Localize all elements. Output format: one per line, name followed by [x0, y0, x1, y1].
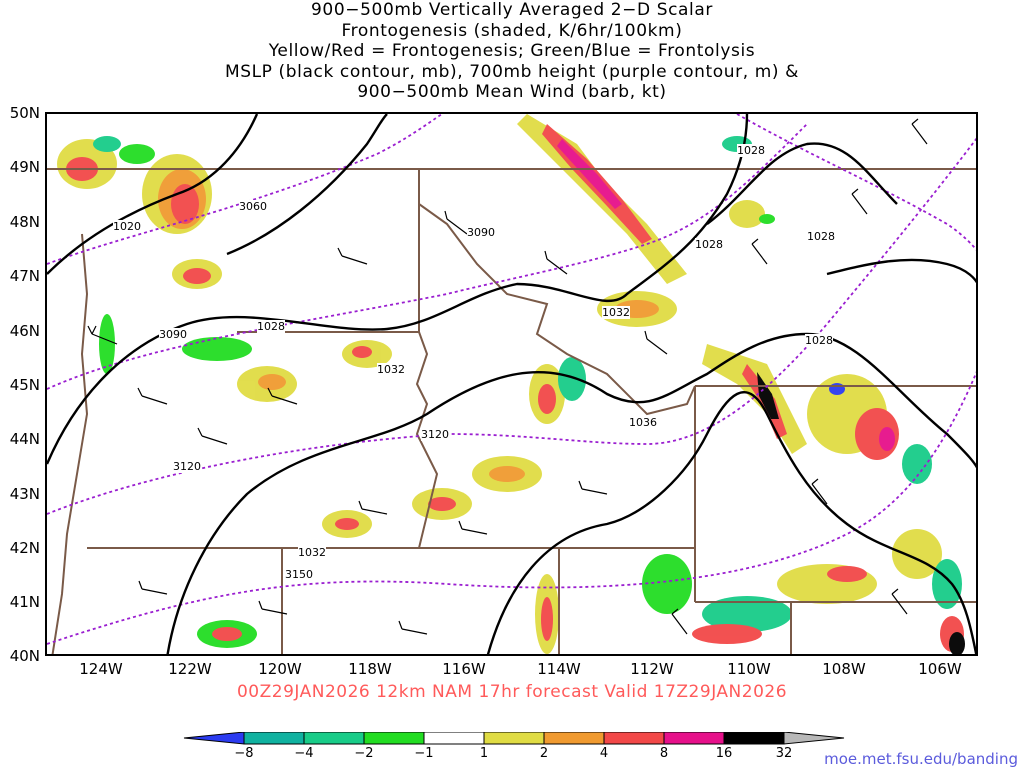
mslp-label: 1028 [257, 320, 285, 333]
colorbar-swatch-4 [363, 732, 425, 745]
map-canvas [47, 114, 976, 654]
colorbar-swatch-7 [543, 732, 605, 745]
lat-label-48n: 48N [9, 213, 40, 231]
lat-label-45n: 45N [9, 376, 40, 394]
lat-label-50n: 50N [9, 104, 40, 122]
colorbar-swatch-2 [243, 732, 305, 745]
source-url[interactable]: moe.met.fsu.edu/banding [824, 750, 1018, 768]
height-label: 3150 [285, 568, 313, 581]
title-line-1: 900−500mb Vertically Averaged 2−D Scalar [311, 0, 713, 20]
lon-label-112w: 112W [630, 660, 674, 678]
map-panel: 1020 1028 1028 1028 1028 1028 1032 1032 … [45, 112, 978, 656]
lat-label-41n: 41N [9, 593, 40, 611]
colorbar-label: 2 [539, 746, 549, 761]
lat-label-46n: 46N [9, 322, 40, 340]
mslp-label: 1020 [113, 220, 141, 233]
height-label: 3120 [421, 428, 449, 441]
mslp-label: 1032 [298, 546, 326, 559]
lon-label-124w: 124W [79, 660, 123, 678]
lat-label-44n: 44N [9, 430, 40, 448]
height-contours [47, 114, 976, 645]
colorbar-label: −1 [414, 746, 434, 761]
forecast-valid-line: 00Z29JAN2026 12km NAM 17hr forecast Vali… [236, 682, 788, 702]
colorbar-label: 32 [775, 746, 793, 761]
colorbar-swatch-11 [783, 732, 845, 745]
colorbar-label: −4 [294, 746, 314, 761]
title-line-5: 900−500mb Mean Wind (barb, kt) [357, 82, 667, 102]
map-title: 900−500mb Vertically Averaged 2−D Scalar… [0, 0, 1024, 103]
height-label: 3060 [239, 200, 267, 213]
frontogenesis-shading [57, 114, 965, 654]
lon-label-120w: 120W [258, 660, 302, 678]
height-label: 3090 [159, 328, 187, 341]
mslp-label: 1028 [695, 238, 723, 251]
colorbar-label: −8 [234, 746, 254, 761]
lon-label-108w: 108W [822, 660, 866, 678]
colorbar-swatch-9 [663, 732, 725, 745]
mslp-label: 1032 [377, 363, 405, 376]
colorbar [183, 732, 845, 745]
height-label: 3090 [467, 226, 495, 239]
lon-label-122w: 122W [168, 660, 212, 678]
mslp-label: 1032 [602, 306, 630, 319]
colorbar-swatch-8 [603, 732, 665, 745]
lon-label-110w: 110W [727, 660, 771, 678]
colorbar-swatch-1 [183, 732, 245, 745]
lat-label-40n: 40N [9, 647, 40, 665]
lon-label-116w: 116W [442, 660, 486, 678]
lat-label-42n: 42N [9, 539, 40, 557]
lon-label-118w: 118W [348, 660, 392, 678]
lat-label-47n: 47N [9, 267, 40, 285]
lat-label-49n: 49N [9, 158, 40, 176]
title-line-3: Yellow/Red = Frontogenesis; Green/Blue =… [268, 41, 756, 61]
title-line-2: Frontogenesis (shaded, K/6hr/100km) [341, 20, 683, 41]
mslp-label: 1036 [629, 416, 657, 429]
title-line-4: MSLP (black contour, mb), 700mb height (… [224, 61, 800, 82]
wind-barbs [87, 118, 928, 635]
lon-label-106w: 106W [918, 660, 962, 678]
colorbar-label: 1 [479, 746, 489, 761]
state-borders [47, 168, 976, 654]
lon-label-114w: 114W [537, 660, 581, 678]
colorbar-swatch-5 [423, 732, 485, 745]
colorbar-swatch-6 [483, 732, 545, 745]
colorbar-label: 4 [599, 746, 609, 761]
colorbar-label: 16 [715, 746, 733, 761]
lat-label-43n: 43N [9, 485, 40, 503]
colorbar-label: −2 [354, 746, 374, 761]
mslp-label: 1028 [807, 230, 835, 243]
colorbar-label: 8 [659, 746, 669, 761]
mslp-label: 1028 [737, 144, 765, 157]
colorbar-swatch-10 [723, 732, 785, 745]
mslp-label: 1028 [805, 334, 833, 347]
colorbar-swatch-3 [303, 732, 365, 745]
height-label: 3120 [173, 460, 201, 473]
